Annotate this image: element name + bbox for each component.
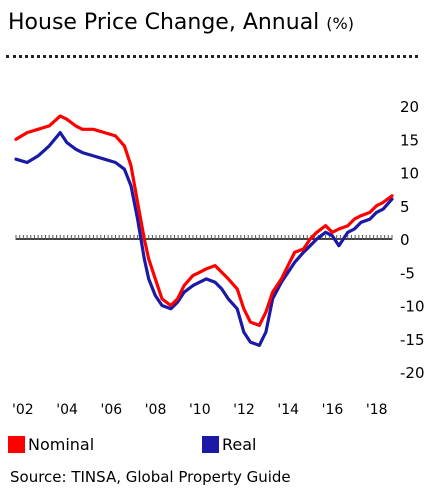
x-tick-label: '14 — [277, 402, 299, 418]
x-tick-label: '02 — [12, 402, 34, 418]
title-divider — [6, 55, 418, 58]
x-tick-label: '04 — [56, 402, 78, 418]
legend-label-nominal: Nominal — [28, 435, 95, 454]
chart-title-unit: (%) — [326, 14, 354, 33]
legend-item-real: Real — [202, 435, 257, 454]
y-tick-label: 10 — [400, 165, 419, 183]
y-tick-label: -15 — [400, 331, 425, 349]
legend-label-real: Real — [222, 435, 257, 454]
y-tick-label: 15 — [400, 131, 419, 149]
x-tick-label: '18 — [366, 402, 388, 418]
y-tick-label: -10 — [400, 298, 425, 316]
series-line-nominal — [14, 114, 394, 327]
y-tick-label: -5 — [400, 264, 415, 282]
line-chart: 20 15 10 5 0 -5 -10 -15 -20 '02 '04 '06 '08 '10 '12 '14… — [12, 98, 425, 418]
series-line-real — [14, 131, 394, 347]
y-tick-label: 5 — [400, 198, 410, 216]
y-tick-label: 0 — [400, 231, 410, 249]
nominal-swatch — [8, 436, 25, 453]
source-note: Source: TINSA, Global Property Guide — [10, 468, 291, 486]
chart-title: House Price Change, Annual (%) — [8, 10, 354, 35]
x-tick-label: '08 — [145, 402, 167, 418]
x-tick-label: '10 — [189, 402, 211, 418]
y-tick-label: -20 — [400, 364, 425, 382]
x-tick-label: '16 — [322, 402, 344, 418]
x-tick-label: '06 — [100, 402, 122, 418]
legend-item-nominal: Nominal — [8, 435, 94, 454]
y-tick-label: 20 — [400, 98, 419, 116]
x-tick-label: '12 — [233, 402, 255, 418]
real-swatch — [202, 436, 219, 453]
chart-title-text: House Price Change, Annual — [8, 10, 320, 35]
